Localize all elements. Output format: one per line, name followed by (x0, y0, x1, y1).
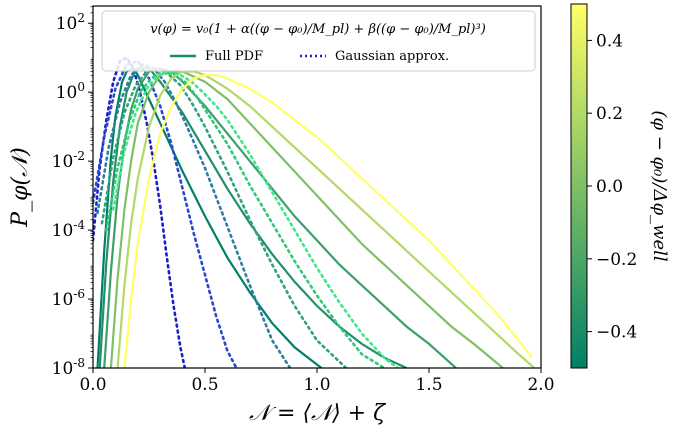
colorbar: 0.4 0.2 0.0 −0.2 −0.4 (φ − φ₀)/Δφ_well (570, 3, 670, 369)
x-tick-label: 1.5 (415, 375, 442, 395)
legend: v(φ) = v₀(1 + α((φ − φ₀)/M_pl) + β((φ − … (101, 10, 536, 72)
full-pdf-line (98, 67, 408, 368)
full-pdf-line (123, 73, 533, 368)
x-tick-label: 0.5 (191, 375, 218, 395)
colorbar-gradient (570, 3, 588, 369)
series-group (111, 70, 533, 368)
colorbar-tick-label: −0.4 (596, 323, 637, 343)
y-tick-label: 10-2 (52, 149, 85, 172)
gaussian-approx-line (111, 70, 399, 368)
y-axis-ticks: 10-8 10-6 10-4 10-2 100 102 (52, 6, 93, 379)
colorbar-tick-label: 0.2 (596, 104, 623, 124)
y-tick-label: 10-8 (52, 356, 85, 379)
colorbar-ticks: 0.4 0.2 0.0 −0.2 −0.4 (587, 31, 637, 343)
colorbar-tick-label: 0.4 (596, 31, 623, 51)
gaussian-approx-line (93, 55, 187, 368)
legend-gauss-label: Gaussian approx. (335, 49, 449, 64)
x-tick-label: 0.0 (79, 375, 106, 395)
x-axis-label: 𝒩 = ⟨𝒩⟩ + ζ (249, 401, 387, 426)
colorbar-tick-label: 0.0 (596, 177, 623, 197)
y-axis-label: P_φ(𝒩) (8, 147, 33, 227)
series-group (96, 63, 457, 368)
legend-full-label: Full PDF (205, 49, 263, 64)
gaussian-approx-line (105, 70, 386, 368)
legend-formula: v(φ) = v₀(1 + α((φ − φ₀)/M_pl) + β((φ − … (150, 22, 486, 37)
colorbar-label: (φ − φ₀)/Δφ_well (649, 110, 670, 261)
x-axis-ticks: 0.0 0.5 1.0 1.5 2.0 (79, 368, 555, 395)
y-tick-label: 10-6 (52, 287, 85, 310)
full-pdf-line (109, 70, 504, 368)
gaussian-approx-line (100, 66, 348, 368)
x-tick-label: 2.0 (527, 375, 554, 395)
full-pdf-line (103, 66, 457, 368)
x-tick-label: 1.0 (303, 375, 330, 395)
y-tick-label: 10-4 (52, 218, 86, 241)
series-group (93, 59, 408, 368)
gaussian-approx-line (96, 63, 292, 368)
legend-box (101, 10, 536, 72)
series-group (100, 66, 504, 368)
y-tick-label: 100 (56, 80, 85, 103)
y-tick-label: 102 (56, 11, 85, 34)
series-layer (93, 55, 536, 368)
full-pdf-line (116, 70, 536, 368)
series-group (105, 70, 536, 368)
gaussian-approx-line (93, 59, 238, 368)
colorbar-tick-label: −0.2 (596, 250, 637, 270)
